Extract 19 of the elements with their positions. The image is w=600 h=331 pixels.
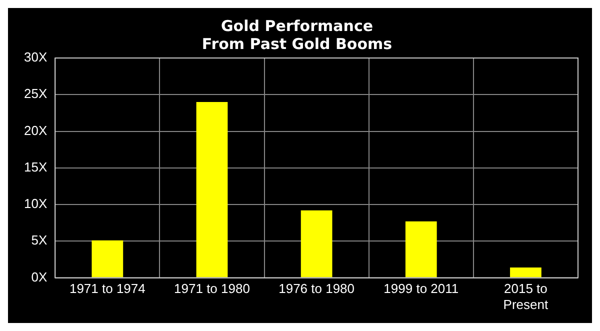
bar <box>92 240 124 278</box>
x-tick-label: 1971 to 1980 <box>174 281 250 296</box>
x-tick-label: 1999 to 2011 <box>384 281 459 296</box>
y-tick-label: 15X <box>24 159 48 174</box>
y-tick-label: 10X <box>24 196 48 212</box>
bar <box>405 221 437 278</box>
bar <box>300 210 332 278</box>
text: Gold Performance <box>220 16 374 35</box>
x-tick-label: 1971 to 1974 <box>69 281 146 296</box>
y-tick-label: 20X <box>24 122 48 138</box>
bar <box>510 268 542 278</box>
y-tick-label: 25X <box>24 86 48 102</box>
text: From Past Gold Booms <box>202 34 392 53</box>
bar <box>196 102 228 278</box>
y-tick-label: 30X <box>24 50 48 65</box>
x-tick-label: 1976 to 1980 <box>278 281 355 296</box>
x-tick-label: 2015 to Present <box>503 281 548 312</box>
y-tick-label: 0X <box>31 269 48 284</box>
y-tick-label: 5X <box>31 232 48 248</box>
